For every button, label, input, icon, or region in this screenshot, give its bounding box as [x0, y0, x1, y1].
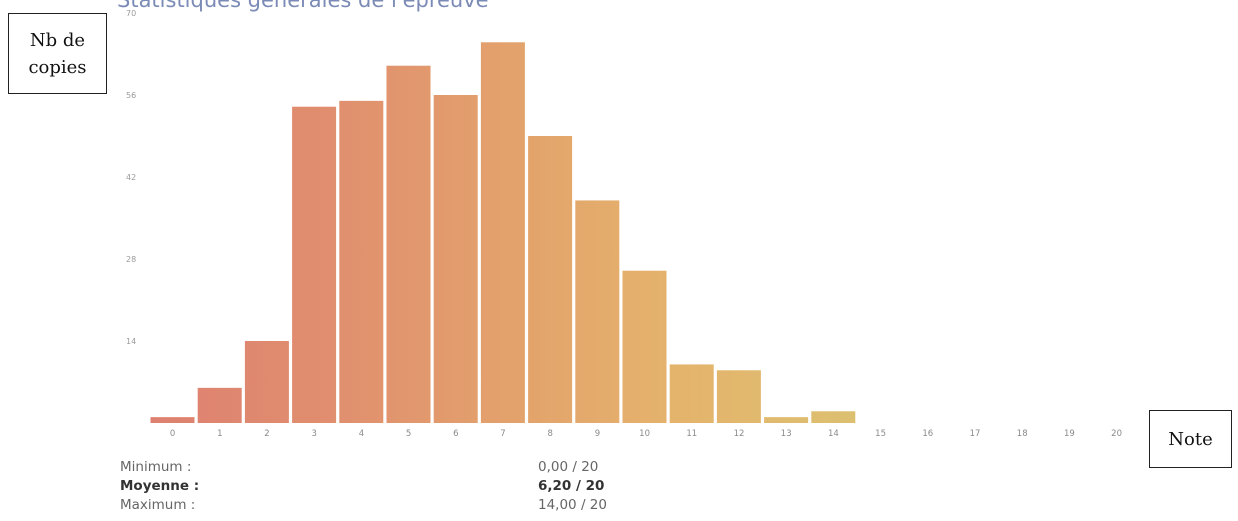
y-tick-label: 70: [126, 9, 136, 18]
stat-label-maximum: Maximum :: [120, 497, 196, 513]
x-tick-label: 15: [875, 429, 886, 439]
x-tick-label: 14: [828, 429, 839, 439]
x-tick-label: 9: [595, 429, 600, 439]
stat-label-moyenne: Moyenne :: [120, 478, 200, 494]
x-tick-label: 3: [311, 429, 316, 439]
chart-title: Statistiques générales de l'épreuve: [117, 0, 489, 12]
y-axis-label: Nb de copies: [28, 29, 87, 78]
x-tick-label: 18: [1017, 429, 1028, 439]
bar-note-8: [528, 136, 573, 423]
bar-note-12: [716, 370, 761, 423]
x-tick-label: 12: [734, 429, 745, 439]
x-tick-label: 13: [781, 429, 792, 439]
x-tick-label: 5: [406, 429, 411, 439]
bar-note-11: [669, 364, 714, 423]
bar-note-2: [244, 341, 289, 423]
bar-note-10: [622, 270, 667, 423]
bar-note-4: [339, 100, 384, 423]
stat-row-maximum: Maximum : 14,00 / 20: [120, 497, 720, 516]
x-tick-label: 17: [970, 429, 981, 439]
stat-row-minimum: Minimum : 0,00 / 20: [120, 459, 720, 478]
y-axis-label-box: Nb de copies: [8, 13, 107, 94]
x-tick-label: 1: [217, 429, 222, 439]
x-tick-label: 11: [686, 429, 697, 439]
y-axis-ticks: 14 28 42 56 70: [126, 9, 136, 346]
y-tick-label: 56: [126, 91, 136, 100]
bar-note-1: [197, 387, 242, 423]
x-tick-label: 10: [639, 429, 650, 439]
x-tick-label: 0: [170, 429, 175, 439]
y-tick-label: 14: [126, 337, 136, 346]
stat-value-moyenne: 6,20 / 20: [538, 478, 605, 494]
x-axis-label-box: Note: [1149, 410, 1232, 468]
x-axis-label: Note: [1168, 428, 1213, 450]
bar-note-7: [480, 42, 525, 424]
bars: [150, 42, 856, 424]
bar-note-0: [150, 417, 195, 423]
stat-value-maximum: 14,00 / 20: [538, 497, 607, 513]
x-tick-label: 19: [1064, 429, 1075, 439]
stat-value-minimum: 0,00 / 20: [538, 459, 599, 475]
x-tick-label: 4: [359, 429, 364, 439]
x-tick-label: 8: [547, 429, 552, 439]
stats-summary: Minimum : 0,00 / 20 Moyenne : 6,20 / 20 …: [120, 459, 720, 516]
bar-note-3: [292, 106, 337, 423]
x-tick-label: 2: [264, 429, 269, 439]
x-tick-label: 20: [1111, 429, 1122, 439]
bar-note-5: [386, 65, 431, 423]
x-axis-ticks: 0 1 2 3 4 5 6 7 8 9 10 11 12 13 14 15 16 17 18 19 20: [170, 429, 1122, 439]
x-tick-label: 6: [453, 429, 458, 439]
y-tick-label: 28: [126, 255, 136, 264]
bar-note-9: [575, 200, 620, 423]
bar-note-13: [764, 417, 809, 423]
stat-label-minimum: Minimum :: [120, 459, 192, 475]
x-tick-label: 16: [922, 429, 933, 439]
bar-note-14: [811, 411, 856, 423]
bar-note-6: [433, 95, 478, 423]
x-tick-label: 7: [500, 429, 505, 439]
stat-row-moyenne: Moyenne : 6,20 / 20: [120, 478, 720, 497]
y-tick-label: 42: [126, 173, 136, 182]
